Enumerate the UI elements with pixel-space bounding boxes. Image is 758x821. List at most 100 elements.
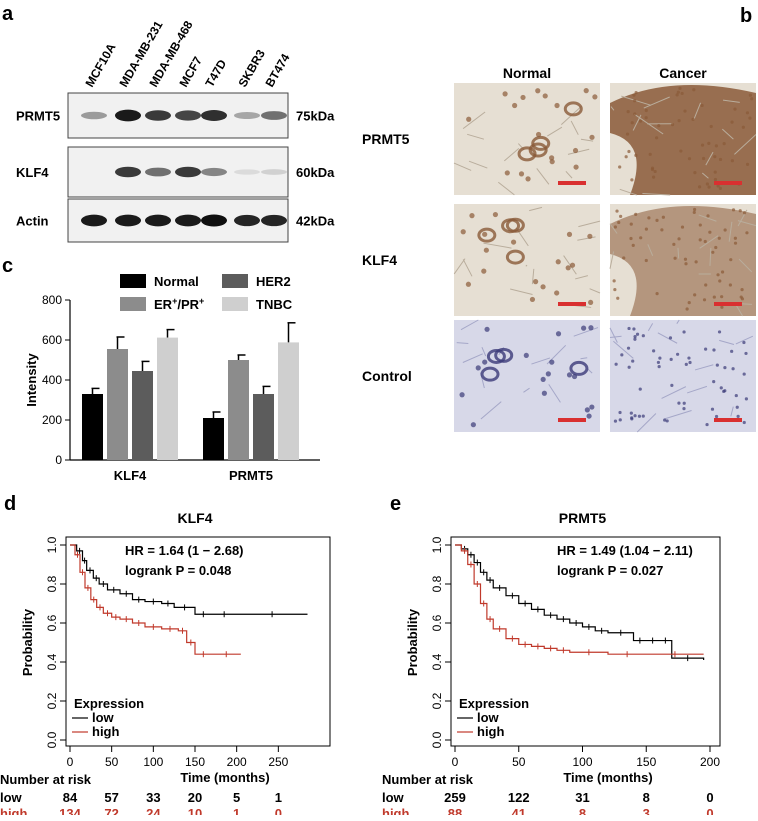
stained-nucleus xyxy=(466,116,472,122)
stained-nucleus xyxy=(683,257,688,261)
x-tick-label: 200 xyxy=(227,755,247,769)
panel-c-label: c xyxy=(2,255,13,277)
stained-nucleus xyxy=(712,348,716,352)
stained-nucleus xyxy=(647,216,651,220)
y-tick-label: 0 xyxy=(55,453,62,467)
size-label: 75kDa xyxy=(296,109,335,124)
stained-nucleus xyxy=(700,103,704,108)
tissue-fiber xyxy=(468,160,488,169)
stained-nucleus xyxy=(712,295,716,299)
stat-annotation: logrank P = 0.048 xyxy=(125,563,231,578)
scale-bar xyxy=(714,302,742,306)
stained-nucleus xyxy=(475,365,481,371)
stained-nucleus xyxy=(708,230,712,234)
tissue-fiber xyxy=(657,332,678,344)
risk-count: 10 xyxy=(188,806,202,815)
stained-nucleus xyxy=(542,93,548,99)
stained-nucleus xyxy=(481,268,487,274)
stained-nucleus xyxy=(740,288,744,292)
panel-b-ihc-grid: b Normal Cancer PRMT5 KLF4 Control xyxy=(362,5,756,433)
stained-nucleus xyxy=(656,360,661,365)
duct-structure xyxy=(505,249,525,265)
stained-nucleus xyxy=(549,159,555,165)
tissue-fiber xyxy=(693,102,702,120)
blot-band xyxy=(175,166,201,178)
stained-nucleus xyxy=(634,212,638,216)
stained-nucleus xyxy=(744,351,748,356)
micrograph-bg xyxy=(610,320,756,432)
tissue-fiber xyxy=(609,223,618,234)
tissue-fiber xyxy=(722,128,734,140)
stained-nucleus xyxy=(655,292,659,296)
tissue-fiber xyxy=(636,413,657,433)
legend-title: Expression xyxy=(74,696,144,711)
stained-nucleus xyxy=(618,410,622,415)
stained-nucleus xyxy=(549,155,555,161)
x-tick-label: 100 xyxy=(572,755,592,769)
stained-nucleus xyxy=(729,258,733,262)
tissue-fiber xyxy=(609,251,615,269)
micrograph-bg xyxy=(454,320,600,432)
y-tick-label: 0.6 xyxy=(45,614,59,631)
stained-nucleus xyxy=(670,123,675,127)
stained-nucleus xyxy=(648,152,652,156)
x-tick-label: 150 xyxy=(185,755,205,769)
stained-nucleus xyxy=(693,293,697,297)
stained-nucleus xyxy=(736,414,740,418)
risk-row-label: high xyxy=(382,806,409,815)
stained-nucleus xyxy=(469,213,475,219)
stained-nucleus xyxy=(540,376,546,383)
cell-line-label: BT474 xyxy=(262,51,292,89)
stained-nucleus xyxy=(742,372,746,376)
stained-nucleus xyxy=(629,236,633,241)
x-category-label: KLF4 xyxy=(114,468,147,483)
tissue-fiber xyxy=(701,172,709,179)
bar-normal xyxy=(203,418,224,460)
stained-nucleus xyxy=(692,88,696,92)
risk-count: 8 xyxy=(579,806,586,815)
tumor-region xyxy=(610,85,756,195)
protein-label: KLF4 xyxy=(16,165,49,180)
tissue-fiber xyxy=(647,244,654,256)
stained-nucleus xyxy=(716,273,720,277)
y-tick-label: 0.8 xyxy=(45,575,59,592)
tissue-fiber xyxy=(577,236,596,241)
legend-swatch xyxy=(222,274,248,288)
stained-nucleus xyxy=(555,331,562,337)
stained-nucleus xyxy=(750,97,754,101)
stained-nucleus xyxy=(742,420,746,425)
stained-nucleus xyxy=(638,387,642,391)
stained-nucleus xyxy=(626,110,630,114)
tissue-fiber xyxy=(567,148,590,155)
blot-band xyxy=(201,214,227,227)
stained-nucleus xyxy=(630,121,634,125)
stained-nucleus xyxy=(723,366,727,370)
bar-tnbc xyxy=(157,337,178,460)
stained-nucleus xyxy=(711,250,715,254)
legend-label: low xyxy=(92,710,115,725)
blot-band xyxy=(145,110,171,121)
tissue-fiber xyxy=(619,188,637,196)
stained-nucleus xyxy=(687,157,692,161)
stained-nucleus xyxy=(692,207,697,212)
risk-count: 259 xyxy=(444,790,466,805)
stained-nucleus xyxy=(694,260,698,264)
stained-nucleus xyxy=(554,102,560,109)
x-tick-label: 50 xyxy=(512,755,526,769)
stained-nucleus xyxy=(482,359,488,365)
stained-nucleus xyxy=(685,307,689,311)
stained-nucleus xyxy=(615,209,619,213)
panel-d-label: d xyxy=(4,493,16,515)
column-header: Cancer xyxy=(659,65,707,81)
stained-nucleus xyxy=(730,349,734,353)
legend-label: TNBC xyxy=(256,297,293,312)
stained-nucleus xyxy=(612,279,616,283)
stained-nucleus xyxy=(722,389,726,394)
risk-count: 20 xyxy=(188,790,202,805)
micrograph-control-normal xyxy=(454,319,600,432)
stained-nucleus xyxy=(613,419,618,423)
stained-nucleus xyxy=(703,239,707,244)
y-tick-label: 0.8 xyxy=(430,575,444,592)
duct-structure xyxy=(505,217,525,233)
blot-band xyxy=(234,169,260,175)
